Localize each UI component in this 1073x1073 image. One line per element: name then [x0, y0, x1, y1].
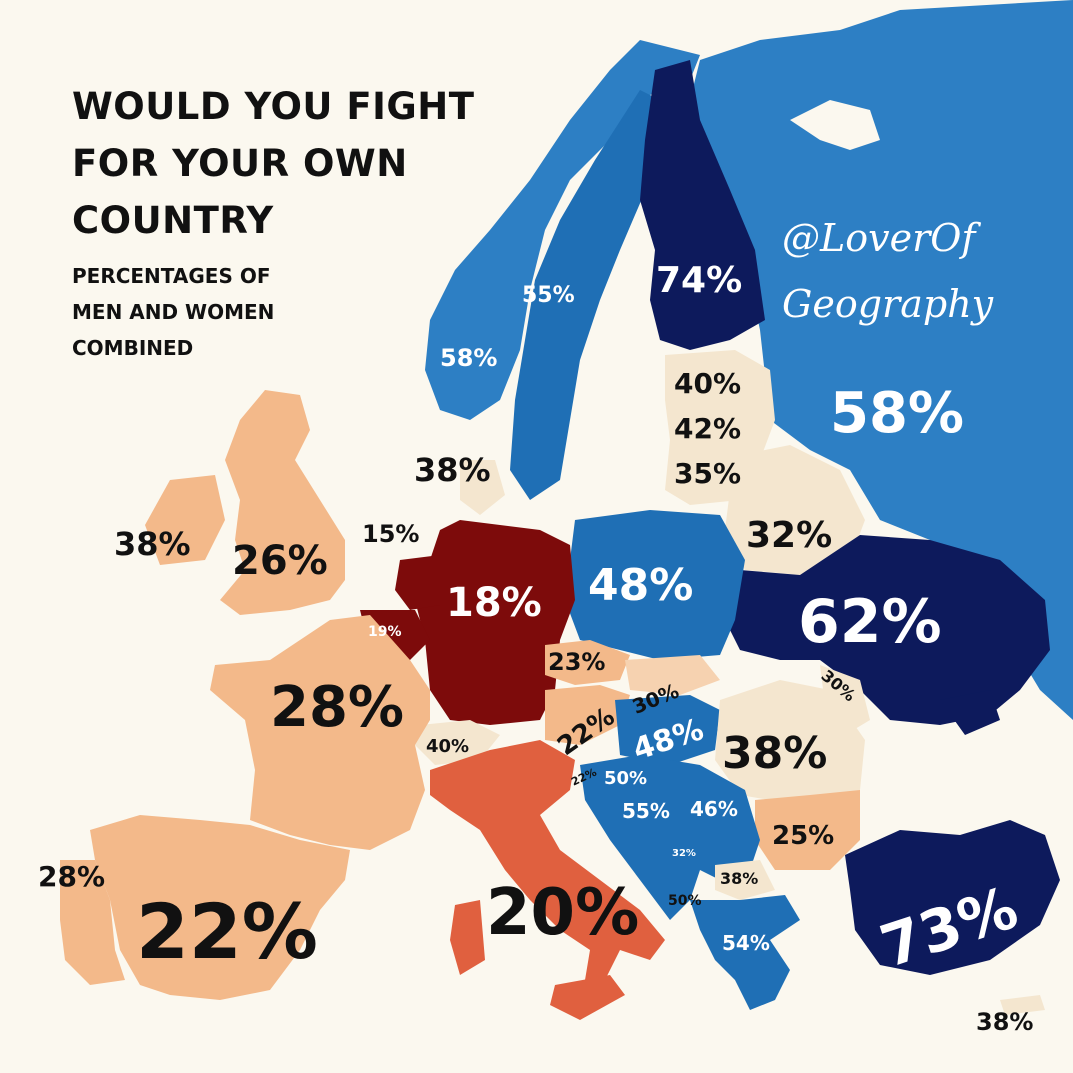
subtitle-line-3: COMBINED [72, 336, 194, 360]
region-poland [565, 510, 745, 660]
region-uk [220, 390, 345, 615]
credit-line-2: Geography [782, 282, 994, 326]
region-turkey [845, 820, 1060, 975]
region-cyprus [1000, 995, 1045, 1015]
region-netherlands [395, 555, 440, 610]
label-czechia: 23% [548, 648, 605, 676]
label-serbia: 46% [690, 797, 738, 821]
label-greece: 54% [722, 931, 770, 955]
label-germany: 18% [446, 580, 542, 626]
label-spain: 22% [136, 887, 318, 976]
label-norway: 58% [440, 344, 497, 372]
credit-line-1: @LoverOf [782, 216, 976, 260]
author-credit: @LoverOf Geography [782, 205, 993, 337]
region-sweden [510, 90, 660, 500]
label-belarus: 32% [746, 515, 832, 556]
title-line-3: COUNTRY [72, 199, 274, 242]
label-moldova: 30% [818, 666, 860, 705]
label-estonia: 40% [674, 367, 741, 400]
region-finland [640, 60, 765, 350]
region-bulgaria [755, 790, 860, 870]
region-hungary [615, 695, 720, 765]
region-portugal [60, 860, 125, 985]
label-slovenia: 22% [569, 766, 598, 789]
label-ireland: 38% [114, 525, 191, 563]
label-latvia: 42% [674, 412, 741, 445]
subtitle-line-1: PERCENTAGES OF [72, 264, 271, 288]
label-cyprus: 38% [976, 1008, 1033, 1036]
title-line-2: FOR YOUR OWN [72, 142, 408, 185]
region-greece [690, 895, 800, 1010]
label-bulgaria: 25% [772, 821, 834, 851]
region-macedonia [715, 860, 775, 900]
label-portugal: 28% [38, 860, 105, 893]
label-ukraine: 62% [798, 587, 942, 657]
region-austria [545, 685, 630, 745]
region-sicily [550, 975, 625, 1020]
title-line-1: WOULD YOU FIGHT [72, 85, 475, 128]
region-crimea [940, 690, 1000, 735]
label-turkey: 73% [872, 873, 1025, 981]
label-montenegro: 32% [672, 848, 696, 859]
region-france [210, 615, 430, 850]
label-bosnia: 55% [622, 799, 670, 823]
region-moldova [820, 665, 870, 735]
white-sea [790, 100, 880, 150]
label-france: 28% [270, 675, 404, 740]
map-title: WOULD YOU FIGHT FOR YOUR OWN COUNTRY [72, 78, 474, 249]
region-czechia [545, 640, 630, 685]
region-norway [425, 40, 700, 420]
label-slovakia: 30% [629, 679, 682, 719]
region-balkans [580, 755, 760, 920]
label-poland: 48% [588, 560, 693, 611]
label-denmark: 38% [414, 451, 491, 489]
label-switzerland: 40% [426, 736, 469, 757]
region-russia [690, 0, 1073, 720]
label-belgium: 19% [368, 624, 402, 640]
map-subtitle: PERCENTAGES OF MEN AND WOMEN COMBINED [72, 258, 274, 366]
region-belarus [725, 445, 865, 575]
label-austria: 22% [552, 702, 620, 762]
label-italy: 20% [486, 876, 639, 950]
region-italy [430, 740, 665, 990]
region-sardinia [450, 900, 485, 975]
subtitle-line-2: MEN AND WOMEN [72, 300, 275, 324]
label-lithuania: 35% [674, 457, 741, 490]
label-hungary: 48% [629, 712, 708, 767]
label-russia: 58% [830, 381, 964, 446]
region-slovakia [625, 655, 720, 695]
region-ireland [145, 475, 225, 565]
label-albania: 50% [668, 893, 702, 909]
region-germany [415, 520, 575, 725]
label-uk: 26% [232, 538, 328, 584]
label-croatia: 50% [604, 768, 647, 789]
label-romania: 38% [722, 728, 827, 779]
region-spain [90, 815, 350, 1000]
region-denmark [460, 460, 505, 515]
label-finland: 74% [656, 260, 742, 301]
region-ukraine [725, 535, 1050, 725]
region-romania [715, 680, 865, 805]
label-macedonia: 38% [720, 869, 758, 888]
label-sweden: 55% [522, 283, 575, 308]
label-netherlands: 15% [362, 520, 419, 548]
